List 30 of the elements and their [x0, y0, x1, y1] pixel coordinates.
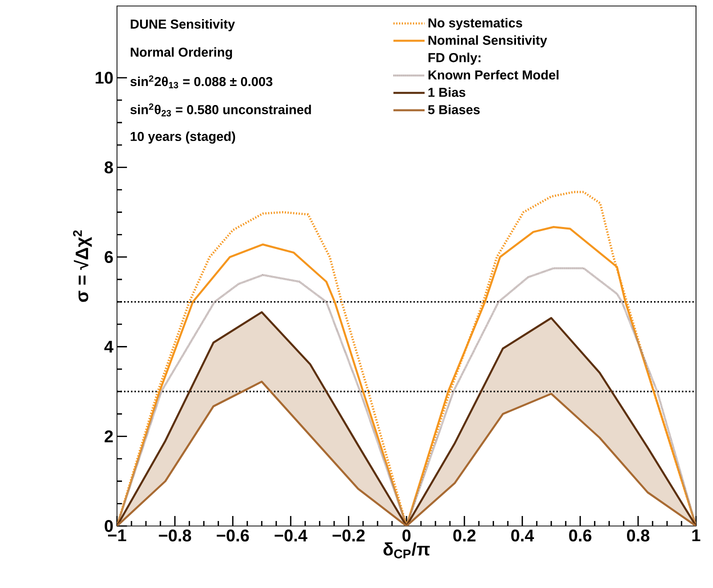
- x-tick-label: −0.4: [274, 530, 308, 542]
- x-tick-label: −0.2: [332, 530, 365, 542]
- x-tick-label: −1: [108, 530, 126, 542]
- legend-label: 5 Biases: [428, 104, 480, 114]
- x-tick-label: −0.6: [216, 530, 249, 542]
- y-tick-label: 6: [104, 251, 113, 264]
- legend-label: Nominal Sensitivity: [428, 35, 548, 48]
- x-tick-label: 0.6: [569, 530, 592, 542]
- y-tick-label: 10: [96, 72, 113, 84]
- y-tick-label: 8: [104, 161, 113, 174]
- y-axis-title: σ = √Δχ$^{2}$: [73, 230, 92, 302]
- legend-title: FD Only:: [428, 52, 480, 65]
- annotation: DUNE Sensitivity: [130, 19, 235, 32]
- x-tick-label: 0: [402, 530, 411, 542]
- annotation: 10 years (staged): [130, 132, 236, 144]
- y-tick-label: 0: [104, 520, 113, 532]
- annotation: sin$^{2}$θ$_{23}$ = 0.580 unconstrained: [130, 103, 311, 116]
- x-tick-label: 0.4: [511, 530, 534, 542]
- x-tick-label: 0.8: [627, 530, 650, 542]
- x-tick-label: 1: [692, 530, 700, 542]
- x-axis-title: δ$_{CP}$/π: [383, 542, 430, 558]
- annotation: Normal Ordering: [130, 47, 232, 60]
- y-tick-label: 4: [104, 340, 114, 353]
- x-tick-label: 0.2: [453, 530, 476, 542]
- legend-label: Known Perfect Model: [428, 70, 558, 80]
- annotation: sin$^{2}$2θ$_{13}$ = 0.088 ± 0.003: [130, 75, 272, 88]
- x-tick-label: −0.8: [158, 530, 192, 542]
- legend-label: 1 Bias: [428, 87, 466, 97]
- y-tick-label: 2: [104, 430, 113, 442]
- legend-label: No systematics: [428, 18, 522, 30]
